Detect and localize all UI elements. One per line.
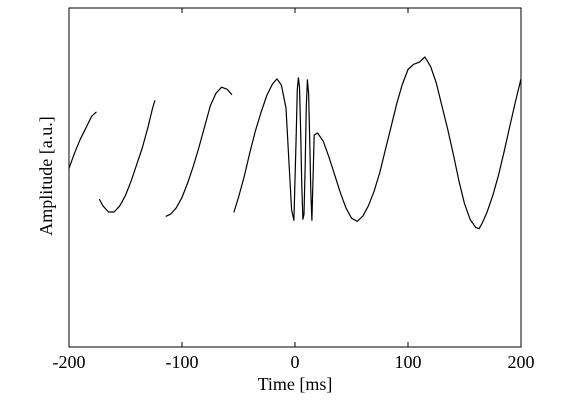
y-axis-label: Amplitude [a.u.] bbox=[36, 116, 56, 235]
traces-layer bbox=[68, 56, 522, 230]
x-axis-label: Time [ms] bbox=[258, 374, 333, 394]
tick-labels-layer: -200 -100 0 100 200 bbox=[53, 352, 535, 372]
signal-trace-segment bbox=[98, 100, 156, 213]
x-tick-label: 100 bbox=[395, 352, 422, 372]
signal-trace-segment bbox=[68, 111, 97, 169]
signal-trace-segment bbox=[165, 86, 233, 217]
signal-trace-segment bbox=[233, 56, 522, 230]
ticks-layer bbox=[68, 8, 522, 347]
x-tick-label: -200 bbox=[53, 352, 86, 372]
x-tick-label: 200 bbox=[508, 352, 535, 372]
x-tick-label: -100 bbox=[166, 352, 199, 372]
x-tick-label: 0 bbox=[291, 352, 300, 372]
